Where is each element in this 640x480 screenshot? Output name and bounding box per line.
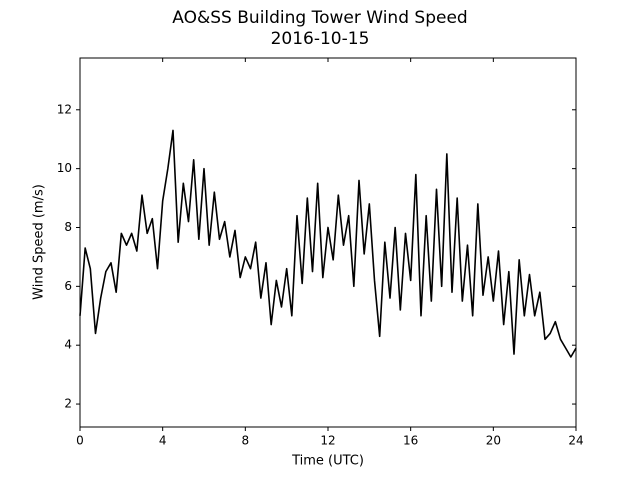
y-tick-label: 2 — [64, 397, 72, 411]
y-tick-label: 12 — [57, 102, 72, 116]
plot-frame — [79, 57, 577, 428]
chart-subtitle: 2016-10-15 — [271, 29, 370, 49]
x-tick-label: 12 — [320, 434, 335, 448]
y-tick-label: 6 — [64, 279, 72, 293]
x-tick-label: 8 — [242, 434, 250, 448]
y-tick-label: 10 — [57, 161, 72, 175]
chart-title: AO&SS Building Tower Wind Speed — [172, 8, 467, 28]
x-tick-label: 4 — [159, 434, 167, 448]
y-tick-label: 4 — [64, 338, 72, 352]
x-tick-label: 16 — [403, 434, 418, 448]
y-tick-label: 8 — [64, 220, 72, 234]
x-tick-label: 0 — [76, 434, 84, 448]
x-tick-label: 24 — [568, 434, 583, 448]
y-axis-label: Wind Speed (m/s) — [32, 184, 47, 300]
x-axis-label: Time (UTC) — [291, 454, 364, 469]
line-series — [79, 129, 577, 358]
x-tick-label: 20 — [486, 434, 501, 448]
